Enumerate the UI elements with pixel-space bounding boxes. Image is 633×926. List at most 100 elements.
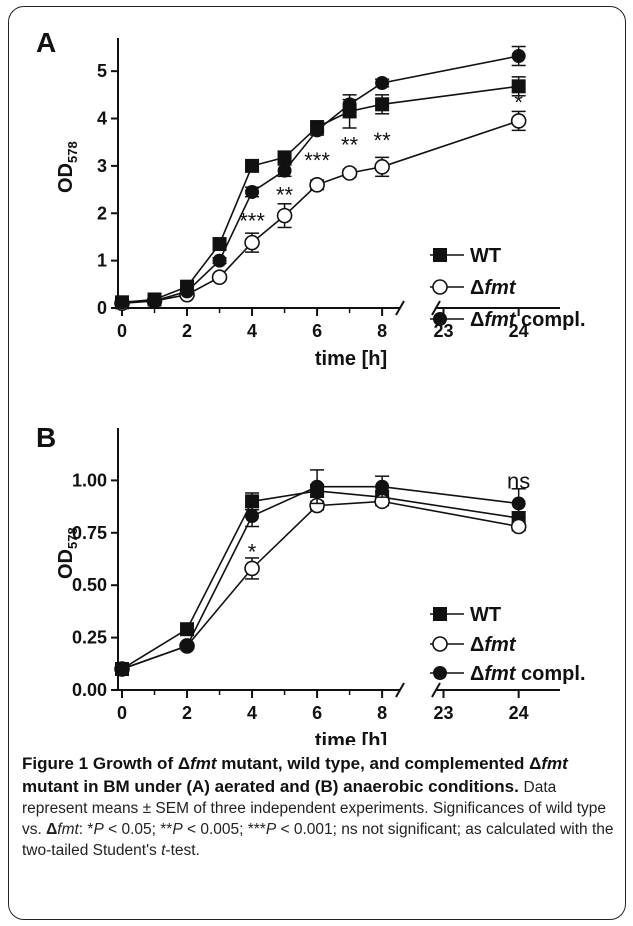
y-axis-title-base: OD	[55, 163, 77, 193]
figure-caption: Figure 1 Growth of Δfmt mutant, wild typ…	[22, 752, 618, 861]
y-tick-label: 0.25	[72, 628, 107, 648]
x-axis-title: time [h]	[315, 730, 387, 745]
y-axis-title-subscript: 578	[65, 527, 80, 549]
significance-label: **	[276, 182, 294, 207]
y-tick-label: 3	[97, 156, 107, 176]
axis-break-mark	[431, 300, 441, 316]
series-line-filled-circle	[121, 55, 519, 304]
series-line-filled-square	[121, 85, 519, 304]
y-tick-label: 0.75	[72, 523, 107, 543]
y-tick-label: 4	[97, 109, 107, 129]
caption-body: Data represent means ± SEM of three inde…	[22, 779, 614, 859]
significance-label: **	[341, 133, 359, 158]
x-tick-label: 23	[433, 703, 453, 723]
y-axis-title-base: OD	[55, 549, 77, 579]
y-tick-label: 0.00	[72, 680, 107, 700]
y-tick-label: 5	[97, 61, 107, 81]
marker-filled-circle	[375, 479, 390, 494]
marker-filled-circle	[277, 163, 292, 178]
x-tick-label: 6	[312, 703, 322, 723]
legend-label-part: Δ	[470, 277, 484, 299]
series-line-open-circle	[121, 120, 519, 305]
significance-label: **	[374, 128, 392, 153]
marker-open-circle	[341, 165, 358, 181]
marker-filled-circle	[511, 49, 526, 63]
marker-filled-circle	[212, 253, 227, 268]
marker-filled-circle	[310, 123, 325, 138]
legend-label-part: fmt	[484, 634, 516, 656]
marker-filled-square	[375, 97, 390, 112]
x-tick-label: 6	[312, 321, 322, 341]
marker-legend-filled-square	[433, 248, 447, 262]
y-axis-title-subscript: 578	[65, 141, 80, 163]
significance-label: *	[514, 90, 523, 115]
y-axis-title: OD578	[55, 141, 80, 193]
legend-label-part: WT	[470, 245, 501, 267]
marker-filled-circle	[245, 184, 260, 199]
x-tick-label: 0	[117, 321, 127, 341]
x-tick-label: 2	[182, 321, 192, 341]
marker-filled-circle	[147, 293, 162, 308]
marker-open-circle	[244, 560, 260, 577]
axis-break-mark	[395, 682, 405, 698]
marker-legend-filled-circle	[433, 312, 447, 326]
marker-legend-filled-circle	[433, 666, 447, 680]
legend-label-part: compl.	[515, 663, 585, 685]
x-tick-label: 23	[433, 321, 453, 341]
significance-label: *	[248, 540, 257, 565]
legend-label: Δfmt compl.	[470, 663, 586, 685]
marker-filled-circle	[115, 295, 129, 310]
significance-label: ns	[507, 468, 530, 493]
caption-title: Figure 1 Growth of Δfmt mutant, wild typ…	[22, 754, 568, 796]
x-tick-label: 24	[509, 703, 529, 723]
x-tick-label: 0	[117, 703, 127, 723]
legend-label-part: Δ	[470, 309, 484, 331]
series-line-filled-circle	[121, 485, 519, 670]
marker-open-circle	[211, 269, 228, 286]
panel-label: A	[36, 27, 56, 58]
panel-label: B	[36, 422, 56, 453]
legend-label-part: fmt	[484, 309, 516, 331]
legend-label: Δfmt compl.	[470, 309, 586, 331]
significance-label: ***	[239, 208, 265, 233]
x-tick-label: 2	[182, 703, 192, 723]
marker-legend-filled-square	[433, 607, 447, 621]
y-tick-label: 1	[97, 251, 107, 271]
marker-filled-square	[212, 237, 227, 252]
x-axis-title: time [h]	[315, 348, 387, 370]
significance-label: ***	[304, 148, 330, 173]
legend-label: Δfmt	[470, 277, 517, 299]
marker-filled-circle	[245, 509, 260, 524]
legend-label-part: fmt	[484, 663, 516, 685]
marker-filled-circle	[342, 97, 357, 112]
marker-open-circle	[510, 113, 527, 129]
marker-filled-square	[180, 622, 195, 637]
legend-label: WT	[470, 245, 501, 267]
marker-legend-open-circle	[432, 636, 448, 652]
figure-frame	[8, 6, 626, 920]
marker-filled-circle	[375, 76, 390, 90]
marker-open-circle	[276, 207, 293, 224]
marker-open-circle	[244, 234, 260, 251]
marker-open-circle	[309, 177, 325, 193]
marker-open-circle	[510, 518, 527, 535]
marker-filled-square	[277, 150, 292, 165]
legend-label-part: fmt	[484, 277, 516, 299]
legend-label-part: Δ	[470, 634, 484, 656]
marker-legend-open-circle	[432, 279, 448, 295]
marker-filled-circle	[511, 496, 526, 511]
y-axis-title: OD578	[55, 527, 80, 579]
y-tick-label: 1.00	[72, 470, 107, 490]
legend-label-part: WT	[470, 604, 501, 626]
marker-filled-circle	[115, 662, 129, 677]
marker-filled-circle	[180, 284, 195, 299]
marker-open-circle	[374, 159, 390, 175]
y-tick-label: 0.50	[72, 575, 107, 595]
axis-break-mark	[395, 300, 405, 316]
x-tick-label: 8	[377, 321, 387, 341]
marker-filled-square	[245, 158, 260, 173]
series-line-filled-square	[121, 490, 519, 670]
